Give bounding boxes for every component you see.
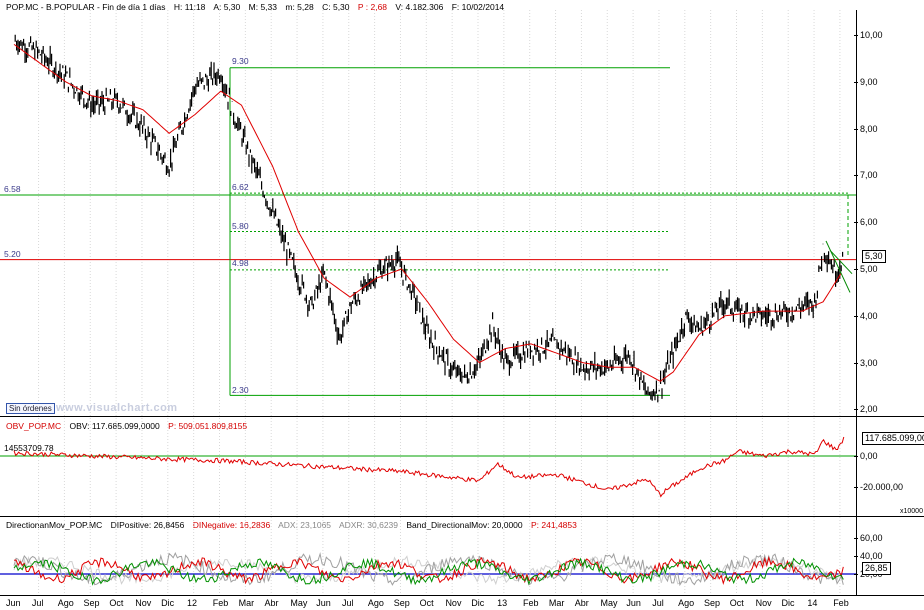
x-tick-Sep: Sep (703, 598, 720, 608)
x-tick-Feb: Feb (833, 598, 849, 608)
dmi-p-value: P: 241,4853 (531, 520, 577, 530)
x-tick-Jun: Jun (316, 598, 331, 608)
adxr-value: ADXR: 30,6239 (338, 520, 399, 530)
obv-line (13, 436, 845, 498)
level-label-2: 6.62 (232, 182, 249, 192)
price-badge: 5,30 (862, 250, 886, 263)
h-value: H: 11:18 (173, 2, 206, 12)
dmi-badge: 26,85 (862, 562, 891, 575)
price-tick-1: 10,00 (854, 30, 883, 40)
main-header: POP.MC - B.POPULAR - Fin de día 1 días H… (6, 2, 510, 12)
x-tick-Ago: Ago (57, 598, 74, 608)
p-value: P : 2,68 (357, 2, 388, 12)
dmi-name: DirectionanMov_POP.MC (6, 520, 103, 530)
a-value: A: 5,30 (213, 2, 241, 12)
x-tick-Dic: Dic (781, 598, 795, 608)
x-tick-Mar: Mar (238, 598, 255, 608)
x-tick-Abr: Abr (264, 598, 279, 608)
level-label-4: 4.98 (232, 258, 249, 268)
x-tick-14: 14 (807, 598, 818, 608)
pane-separator-2 (0, 516, 924, 517)
price-bars (14, 34, 844, 403)
obv-badge: 117.685.099,00 (862, 432, 924, 445)
price-tick-8: 3,00 (854, 358, 878, 368)
price-tick-9: 2,00 (854, 404, 878, 414)
price-tick-5: 6,00 (854, 217, 878, 227)
x-tick-Oct: Oct (419, 598, 434, 608)
x-tick-Mar: Mar (548, 598, 565, 608)
adx-value: ADX: 23,1065 (278, 520, 332, 530)
x-tick-May: May (290, 598, 308, 608)
x-tick-13: 13 (497, 598, 508, 608)
pane-separator-3 (0, 595, 924, 596)
di-negative-line (13, 555, 844, 585)
x-tick-Abr: Abr (574, 598, 589, 608)
x-tick-Dic: Dic (161, 598, 175, 608)
di-positive-line (13, 557, 844, 586)
adx-line (13, 552, 844, 587)
dmi-tick-2: 40,00 (854, 551, 883, 561)
x-tick-Oct: Oct (109, 598, 124, 608)
price-tick-4: 7,00 (854, 170, 878, 180)
x-tick-Nov: Nov (445, 598, 462, 608)
moving-average-line (13, 43, 842, 382)
trendline-1 (825, 240, 851, 293)
pane-separator-1 (0, 416, 924, 417)
hline-label-2: 5.20 (4, 249, 21, 259)
band-value: Band_DirectionalMov: 20,0000 (406, 520, 523, 530)
watermark: www.visualchart.com (56, 402, 178, 414)
obv-name: OBV_POP.MC (6, 421, 62, 431)
x-tick-Ago: Ago (678, 598, 695, 608)
x-tick-Jul: Jul (342, 598, 354, 608)
obv-header: OBV_POP.MC OBV: 117.685.099,0000 P: 509.… (6, 421, 253, 431)
level-label-5: 2.30 (232, 385, 249, 395)
x-tick-Dic: Dic (471, 598, 485, 608)
low-value: m: 5,28 (285, 2, 314, 12)
obv-level-label: 14553709.78 (4, 443, 54, 453)
level-label-1: 9.30 (232, 56, 249, 66)
x-tick-Sep: Sep (393, 598, 410, 608)
c-value: C: 5,30 (322, 2, 350, 12)
dmi-tick-1: 60,00 (854, 533, 883, 543)
obv-value: OBV: 117.685.099,0000 (69, 421, 160, 431)
dmi-header: DirectionanMov_POP.MC DIPositive: 26,845… (6, 520, 583, 530)
x-tick-Feb: Feb (212, 598, 229, 608)
obv-tick-2: -20.000,00 (853, 482, 904, 492)
x-tick-Jun: Jun (6, 598, 21, 608)
price-tick-2: 9,00 (854, 77, 878, 87)
x-tick-Ago: Ago (367, 598, 384, 608)
f-value: F: 10/02/2014 (451, 2, 505, 12)
m-value: M: 5,33 (248, 2, 277, 12)
x-tick-12: 12 (186, 598, 197, 608)
x-tick-Nov: Nov (135, 598, 152, 608)
symbol-label: POP.MC - B.POPULAR - Fin de día 1 días (6, 2, 166, 12)
obv-tick-1: 0,00 (854, 451, 878, 461)
obv-scale-label: x10000 (900, 508, 923, 515)
level-label-3: 5.80 (232, 221, 249, 231)
hline-label-1: 6.58 (4, 184, 21, 194)
price-tick-3: 8,00 (854, 124, 878, 134)
x-tick-Oct: Oct (729, 598, 744, 608)
x-tick-Jun: Jun (626, 598, 641, 608)
x-tick-Feb: Feb (523, 598, 539, 608)
din-value: DINegative: 16,2836 (192, 520, 271, 530)
trendline-2 (829, 249, 853, 275)
v-value: V: 4.182.306 (395, 2, 444, 12)
price-tick-6: 5,00 (854, 264, 878, 274)
scale-border (856, 10, 857, 595)
price-tick-7: 4,00 (854, 311, 878, 321)
x-tick-Jul: Jul (31, 598, 44, 608)
obv-p-value: P: 509.051.809,8155 (168, 421, 248, 431)
x-tick-May: May (600, 598, 618, 608)
x-tick-Nov: Nov (755, 598, 772, 608)
x-tick-Jul: Jul (652, 598, 664, 608)
sin-ordenes-button[interactable]: Sin órdenes (6, 403, 55, 414)
x-tick-Sep: Sep (83, 598, 100, 608)
dip-value: DIPositive: 26,8456 (110, 520, 185, 530)
